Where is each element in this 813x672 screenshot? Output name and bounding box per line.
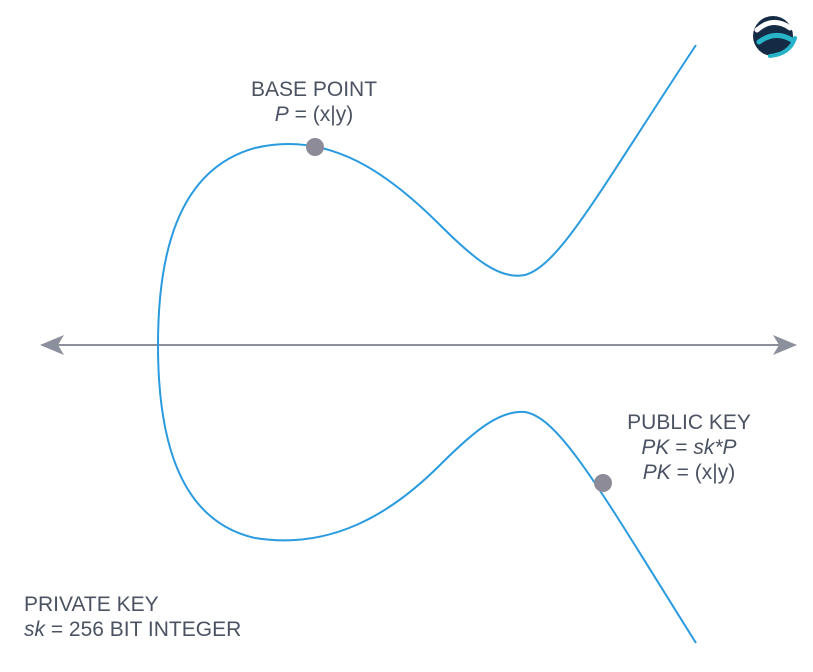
private-key-value: = 256 BIT INTEGER: [45, 618, 242, 641]
public-key-formula: PK = sk*P: [604, 435, 774, 460]
curve-upper-branch: [157, 44, 697, 346]
public-key-variable-2: PK: [642, 461, 671, 484]
base-point-variable: P: [274, 103, 289, 126]
public-key-point-marker: [594, 474, 612, 492]
base-point-value: = (x|y): [288, 103, 354, 126]
public-key-expression: sk*P: [693, 436, 737, 459]
curve-lower-branch: [157, 344, 697, 644]
private-key-formula: sk = 256 BIT INTEGER: [24, 617, 241, 642]
public-key-title: PUBLIC KEY: [627, 411, 751, 434]
private-key-title: PRIVATE KEY: [24, 593, 159, 616]
brand-logo-icon: [753, 16, 797, 58]
public-key-variable: PK: [641, 436, 670, 459]
base-point-marker: [306, 138, 324, 156]
private-key-variable: sk: [24, 618, 45, 641]
public-key-label: PUBLIC KEY PK = sk*P PK = (x|y): [604, 410, 774, 485]
base-point-label: BASE POINT P = (x|y): [244, 77, 384, 127]
public-key-coordinates: PK = (x|y): [604, 460, 774, 485]
public-key-equals: =: [669, 436, 694, 459]
base-point-title: BASE POINT: [250, 78, 378, 101]
public-key-coordinates-value: = (x|y): [670, 461, 736, 484]
private-key-label: PRIVATE KEY sk = 256 BIT INTEGER: [24, 592, 241, 642]
base-point-formula: P = (x|y): [244, 102, 384, 127]
